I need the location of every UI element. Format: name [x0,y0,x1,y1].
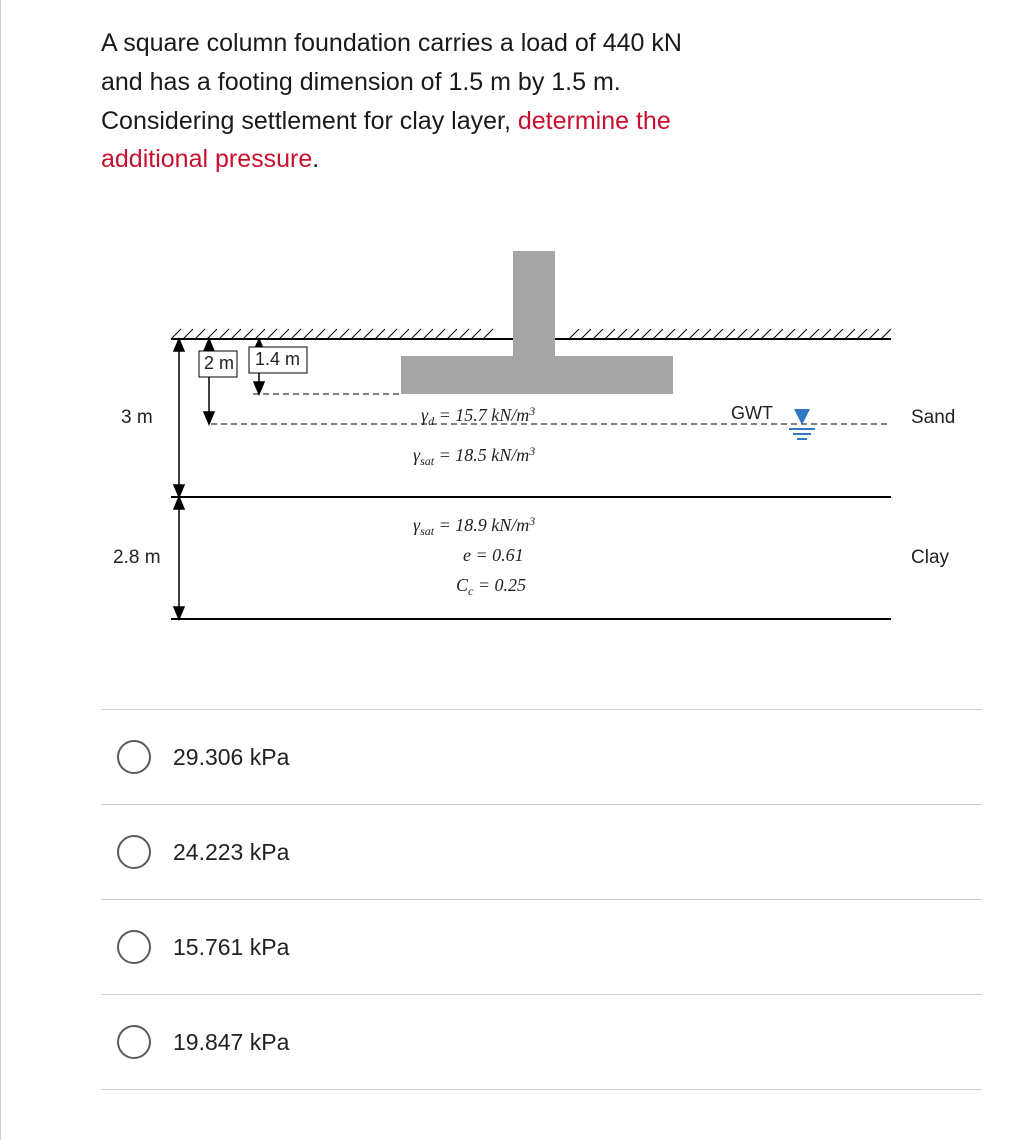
option-a[interactable]: 29.306 kPa [101,709,982,804]
clay-cc: Cc = 0.25 [456,575,526,598]
radio-icon[interactable] [117,740,151,774]
option-d[interactable]: 19.847 kPa [101,994,982,1090]
gwt-depth-label: 2 m [204,353,234,373]
options-list: 29.306 kPa 24.223 kPa 15.761 kPa 19.847 … [101,709,982,1090]
diagram-svg: 3 m 2 m 1.4 m [101,239,981,649]
footing-depth-label: 1.4 m [255,349,300,369]
sand-gamma-d: γd = 15.7 kN/m3 [421,404,535,428]
question-text: A square column foundation carries a loa… [101,24,982,179]
option-c[interactable]: 15.761 kPa [101,899,982,994]
clay-gamma-sat: γsat = 18.9 kN/m3 [413,514,535,538]
clay-e: e = 0.61 [463,545,524,565]
clay-label: Clay [911,547,950,568]
gwt-label: GWT [731,403,773,423]
option-label: 19.847 kPa [173,1029,289,1056]
sand-gamma-sat: γsat = 18.5 kN/m3 [413,444,535,468]
option-label: 24.223 kPa [173,839,289,866]
q-period: . [312,145,319,173]
q-line1: A square column foundation carries a loa… [101,29,682,57]
sand-depth-label: 3 m [121,407,153,428]
q-line3b: determine the [518,107,671,135]
sand-label: Sand [911,407,955,428]
option-b[interactable]: 24.223 kPa [101,804,982,899]
q-line2: and has a footing dimension of 1.5 m by … [101,68,621,96]
clay-thickness-label: 2.8 m [113,547,161,568]
option-label: 29.306 kPa [173,744,289,771]
q-line4: additional pressure [101,145,312,173]
column-footing [401,251,673,394]
option-label: 15.761 kPa [173,934,289,961]
diagram: 3 m 2 m 1.4 m [101,239,982,649]
radio-icon[interactable] [117,835,151,869]
q-line3a: Considering settlement for clay layer, [101,107,518,135]
radio-icon[interactable] [117,930,151,964]
radio-icon[interactable] [117,1025,151,1059]
